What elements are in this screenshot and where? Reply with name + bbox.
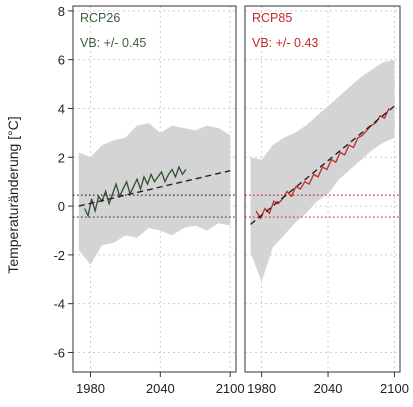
- panel-rcp85: 1980 2040 2100 RCP85 VB: +/- 0.43: [244, 5, 409, 396]
- y-tick-label: 2: [58, 150, 65, 165]
- x-tick-label: 2040: [314, 381, 343, 396]
- panel-title: RCP85: [252, 11, 292, 25]
- y-tick-label: 8: [58, 4, 65, 19]
- y-tick-label: -4: [53, 297, 65, 312]
- y-tick-label: 6: [58, 53, 65, 68]
- panel-frame: [72, 5, 237, 373]
- x-tick-label: 1980: [247, 381, 276, 396]
- series-line: [255, 108, 390, 220]
- trend-line: [250, 105, 395, 225]
- panel-annotation: VB: +/- 0.43: [252, 36, 318, 50]
- x-tick-label: 2100: [380, 381, 409, 396]
- y-tick-label: -2: [53, 248, 65, 263]
- y-axis-label: Temperaturänderung [°C]: [5, 116, 21, 273]
- panel-rcp26: 1980 2040 2100 -6 -4 -2 0 2 4 6 8 RCP26 VB: +/- 0.45: [53, 4, 244, 396]
- y-tick-label: 0: [58, 199, 65, 214]
- y-tick-label: -6: [53, 345, 65, 360]
- panel-annotation: VB: +/- 0.45: [80, 36, 146, 50]
- x-tick-label: 1980: [76, 381, 105, 396]
- trend-line: [78, 170, 231, 207]
- x-tick-label: 2040: [146, 381, 175, 396]
- ensemble-envelope: [250, 59, 395, 282]
- panel-frame: [244, 5, 401, 373]
- ensemble-envelope: [78, 123, 231, 265]
- panel-title: RCP26: [80, 11, 120, 25]
- x-tick-label: 2100: [216, 381, 245, 396]
- y-tick-label: 4: [58, 101, 65, 116]
